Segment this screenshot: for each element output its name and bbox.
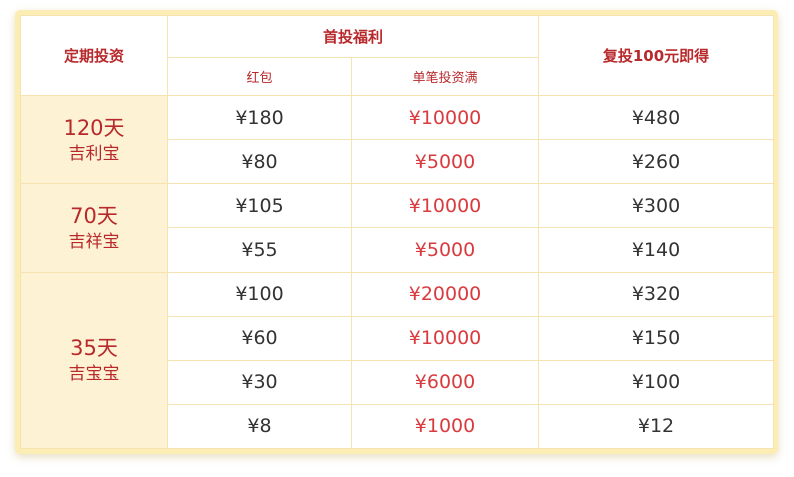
min-invest-cell: ¥1000 xyxy=(350,403,540,450)
table-row: 70天 吉祥宝 ¥105 ¥10000 ¥300 xyxy=(20,183,775,273)
term-product: 吉利宝 xyxy=(68,143,120,164)
table-row: ¥60 ¥10000 ¥150 xyxy=(21,315,775,361)
red-packet-cell: ¥80 xyxy=(167,139,352,185)
header-red-packet: 红包 xyxy=(167,57,352,96)
table-row: ¥8 ¥1000 ¥12 xyxy=(21,403,775,450)
header-term: 定期投资 xyxy=(20,15,168,96)
red-packet-cell: ¥30 xyxy=(167,359,352,405)
table-row: ¥80 ¥5000 ¥260 xyxy=(21,139,775,185)
header-row: 定期投资 首投福利 复投100元即得 xyxy=(20,15,775,96)
table-row: ¥30 ¥6000 ¥100 xyxy=(21,359,775,405)
term-days: 70天 xyxy=(70,203,118,228)
red-packet-cell: ¥55 xyxy=(167,227,352,273)
term-product: 吉宝宝 xyxy=(68,364,120,385)
red-packet-cell: ¥60 xyxy=(167,315,352,361)
table-row: ¥55 ¥5000 ¥140 xyxy=(21,227,775,273)
min-invest-cell: ¥5000 xyxy=(350,139,540,185)
reinvest-cell: ¥260 xyxy=(538,139,775,185)
min-invest-cell: ¥5000 xyxy=(350,227,540,273)
header-min-invest: 单笔投资满 xyxy=(350,57,540,96)
header-reinvest: 复投100元即得 xyxy=(538,15,775,96)
term-cell-70: 70天 吉祥宝 xyxy=(20,183,168,273)
min-invest-cell: ¥10000 xyxy=(350,315,540,361)
benefit-table: 定期投资 首投福利 复投100元即得 红包 单笔投资满 120天 吉利宝 ¥18… xyxy=(20,15,775,450)
reinvest-cell: ¥320 xyxy=(538,271,775,317)
reinvest-cell: ¥150 xyxy=(538,315,775,361)
min-invest-cell: ¥6000 xyxy=(350,359,540,405)
term-cell-35: 35天 吉宝宝 xyxy=(20,271,168,449)
header-first-benefit: 首投福利 xyxy=(166,15,540,58)
subheader-row: 红包 单笔投资满 xyxy=(21,57,774,96)
min-invest-cell: ¥10000 xyxy=(350,183,540,229)
min-invest-cell: ¥20000 xyxy=(350,271,540,317)
reinvest-cell: ¥300 xyxy=(538,183,775,229)
term-days: 35天 xyxy=(70,336,118,361)
reinvest-cell: ¥100 xyxy=(538,359,775,405)
table-row: 120天 吉利宝 ¥180 ¥10000 ¥480 xyxy=(20,94,775,185)
red-packet-cell: ¥100 xyxy=(167,271,352,317)
reinvest-cell: ¥12 xyxy=(538,403,775,450)
reinvest-cell: ¥140 xyxy=(538,227,775,273)
red-packet-cell: ¥8 xyxy=(167,403,352,450)
red-packet-cell: ¥105 xyxy=(167,183,352,229)
term-product: 吉祥宝 xyxy=(68,231,120,252)
table-row: 35天 吉宝宝 ¥100 ¥20000 ¥320 xyxy=(20,271,775,449)
reinvest-cell: ¥480 xyxy=(538,94,775,141)
benefit-table-card: 定期投资 首投福利 复投100元即得 红包 单笔投资满 120天 吉利宝 ¥18… xyxy=(15,10,778,454)
term-days: 120天 xyxy=(63,115,125,140)
term-cell-120: 120天 吉利宝 xyxy=(20,94,168,185)
min-invest-cell: ¥10000 xyxy=(350,94,540,141)
red-packet-cell: ¥180 xyxy=(167,94,352,141)
